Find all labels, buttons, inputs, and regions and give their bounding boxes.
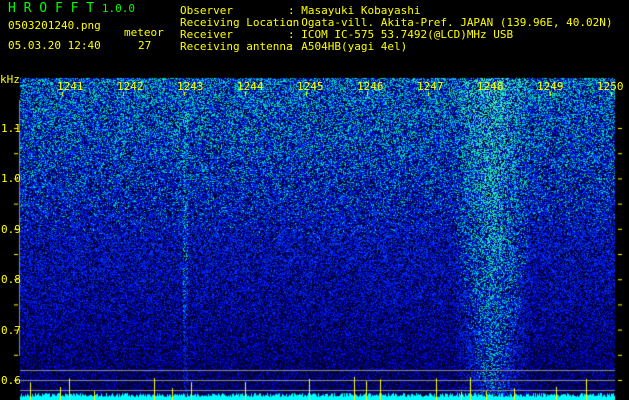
x-tick-label: 1243 (177, 80, 204, 93)
meteor-count: 27 (138, 40, 151, 52)
x-tick-label: 1242 (117, 80, 144, 93)
x-tick-label: 1250 (597, 80, 624, 93)
y-tick-label: 1.1 (1, 122, 21, 135)
x-tick-label: 1241 (57, 80, 84, 93)
x-tick-label: 1245 (297, 80, 324, 93)
x-tick-label: 1246 (357, 80, 384, 93)
x-tick-label: 1244 (237, 80, 264, 93)
info-row: Receiving antenna: A504HB(yagi 4el) (180, 41, 407, 53)
y-tick-label: 1.0 (1, 172, 21, 185)
x-tick-label: 1247 (417, 80, 444, 93)
y-tick-label: 0.9 (1, 223, 21, 236)
y-tick-label: 0.7 (1, 324, 21, 337)
y-unit-label: kHz (0, 73, 20, 86)
x-tick-label: 1249 (537, 80, 564, 93)
meteor-label: meteor (124, 27, 164, 39)
app-title: H R O F F T 1.0.0 (8, 3, 135, 15)
y-tick-label: 0.8 (1, 273, 21, 286)
y-tick-label: 0.6 (1, 374, 21, 387)
x-tick-label: 1248 (477, 80, 504, 93)
date-time: 05.03.20 12:40 (8, 40, 101, 52)
file-name: 0503201240.png (8, 20, 101, 32)
